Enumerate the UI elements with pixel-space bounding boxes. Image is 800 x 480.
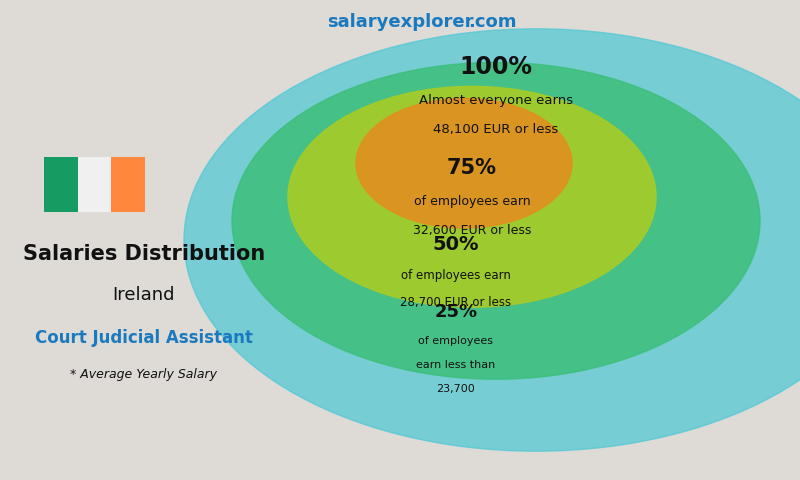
Text: earn less than: earn less than: [416, 360, 496, 370]
Text: 50%: 50%: [433, 235, 479, 254]
Text: Court Judicial Assistant: Court Judicial Assistant: [35, 329, 253, 348]
Text: of employees earn: of employees earn: [414, 195, 530, 208]
Text: 100%: 100%: [459, 55, 533, 79]
Circle shape: [232, 62, 760, 379]
Text: 25%: 25%: [434, 303, 478, 321]
Text: 48,100 EUR or less: 48,100 EUR or less: [434, 123, 558, 136]
Circle shape: [288, 86, 656, 307]
Circle shape: [184, 29, 800, 451]
Text: Salaries Distribution: Salaries Distribution: [23, 244, 265, 264]
Text: * Average Yearly Salary: * Average Yearly Salary: [70, 368, 218, 381]
Bar: [111, 157, 145, 212]
Text: Ireland: Ireland: [113, 286, 175, 304]
Text: of employees: of employees: [418, 336, 494, 346]
Text: .com: .com: [468, 12, 516, 31]
Circle shape: [356, 98, 572, 228]
Text: Almost everyone earns: Almost everyone earns: [419, 94, 573, 108]
Text: 32,600 EUR or less: 32,600 EUR or less: [413, 224, 531, 237]
Text: 75%: 75%: [447, 158, 497, 178]
Text: 28,700 EUR or less: 28,700 EUR or less: [401, 296, 511, 309]
Bar: [44, 157, 78, 212]
Text: of employees earn: of employees earn: [401, 269, 511, 283]
Text: salaryexplorer: salaryexplorer: [326, 12, 474, 31]
Text: 23,700: 23,700: [437, 384, 475, 394]
Bar: [78, 157, 111, 212]
